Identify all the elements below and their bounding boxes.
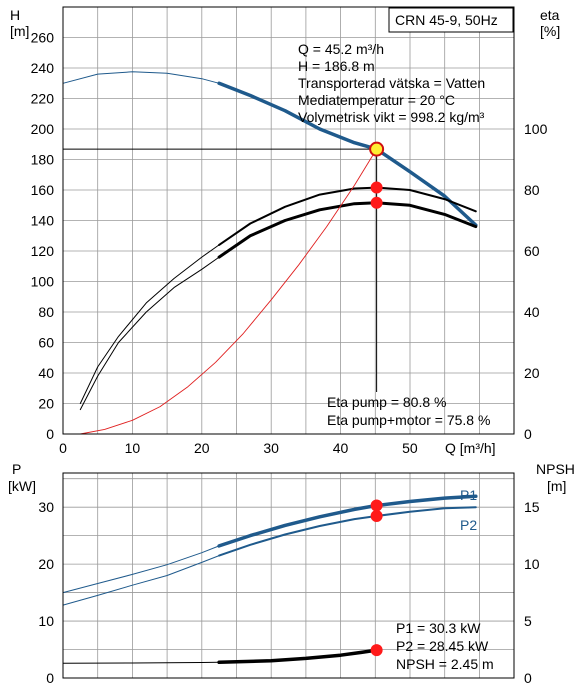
- head-tick-label: 140: [31, 213, 55, 229]
- npsh-axis-label: NPSH: [536, 461, 575, 477]
- title-box: [388, 7, 514, 33]
- head-axis-label: H: [10, 7, 20, 23]
- power-axis-unit: [kW]: [8, 478, 36, 494]
- curve-eta-pump-thin: [79, 244, 220, 404]
- eta-axis-unit: [%]: [540, 23, 560, 39]
- info-density: Volymetrisk vikt = 998.2 kg/m³: [298, 109, 485, 125]
- x-tick-label: 30: [263, 440, 279, 456]
- curve-P1-thin: [62, 545, 220, 594]
- p2-marker: [370, 509, 383, 522]
- power-tick-label: 10: [38, 613, 54, 629]
- head-tick-label: 160: [31, 182, 55, 198]
- head-tick-label: 180: [31, 152, 55, 168]
- curve-NPSH-thin: [62, 661, 220, 664]
- eta-pump-label: Eta pump = 80.8 %: [327, 394, 446, 410]
- power-axis-label: P: [12, 461, 21, 477]
- eta-total-label: Eta pump+motor = 75.8 %: [327, 412, 490, 428]
- x-tick-label: 10: [125, 440, 141, 456]
- head-efficiency-chart: 0204060801001201401601802002202402600204…: [10, 6, 560, 457]
- bottom-markers: [370, 499, 383, 657]
- p2-series-label: P2: [460, 517, 477, 533]
- curve-P2-thick: [218, 506, 477, 557]
- eta-tick-label: 100: [524, 121, 548, 137]
- curve-NPSH-thick: [217, 648, 379, 665]
- x-tick-label: 0: [59, 440, 67, 456]
- curve-eta-pump-thick: [218, 186, 477, 246]
- head-tick-label: 240: [31, 60, 55, 76]
- duty-point-marker: [369, 141, 385, 157]
- head-tick-label: 60: [38, 335, 54, 351]
- curve-system-curve: [79, 148, 378, 435]
- eta-axis-label: eta: [540, 7, 560, 23]
- top-markers: [369, 141, 385, 209]
- head-tick-label: 100: [31, 274, 55, 290]
- info-temperature: Mediatemperatur = 20 °C: [298, 92, 455, 108]
- p1-series-label: P1: [460, 487, 477, 503]
- x-tick-label: 20: [194, 440, 210, 456]
- power-tick-label: 0: [46, 670, 54, 686]
- x-tick-label: 40: [333, 440, 349, 456]
- top-tick-labels: 0204060801001201401601802002202402600204…: [31, 30, 548, 457]
- eta-tick-label: 60: [524, 243, 540, 259]
- head-tick-label: 200: [31, 121, 55, 137]
- head-tick-label: 220: [31, 91, 55, 107]
- head-tick-label: 80: [38, 304, 54, 320]
- head-tick-label: 120: [31, 243, 55, 259]
- npsh-tick-label: 10: [524, 556, 540, 572]
- curve-P1-thick: [217, 494, 478, 548]
- curve-eta-total-thin: [79, 256, 220, 411]
- power-tick-label: 30: [38, 499, 54, 515]
- head-tick-label: 40: [38, 365, 54, 381]
- eta-tick-label: 40: [524, 304, 540, 320]
- info-flow: Q = 45.2 m³/h: [298, 41, 384, 57]
- power-npsh-chart: 0 10 20 30 0 5 10 15 P [kW] NPSH [m] P1 P2 P1 =…: [8, 461, 575, 686]
- eta-tick-label: 80: [524, 182, 540, 198]
- info-liquid: Transporterad vätska = Vatten: [298, 75, 485, 91]
- eta-tick-label: 0: [524, 426, 532, 442]
- p1-marker: [370, 499, 383, 512]
- x-tick-label: 50: [402, 440, 418, 456]
- info-p1: P1 = 30.3 kW: [396, 620, 481, 636]
- top-curves: [62, 71, 478, 435]
- npsh-tick-label: 5: [524, 613, 532, 629]
- npsh-tick-label: 0: [524, 670, 532, 686]
- npsh-marker: [370, 644, 383, 657]
- bottom-curves: [62, 494, 478, 665]
- eta-pump-marker: [370, 181, 383, 194]
- head-axis-unit: [m]: [10, 23, 29, 39]
- top-plot-frame: [62, 6, 515, 435]
- eta-tick-label: 20: [524, 365, 540, 381]
- curve-H-thick: [217, 81, 478, 227]
- head-tick-label: 0: [46, 426, 54, 442]
- curve-P2-thin: [62, 555, 220, 606]
- info-npsh: NPSH = 2.45 m: [396, 656, 494, 672]
- npsh-axis-unit: [m]: [547, 478, 566, 494]
- head-tick-label: 260: [31, 30, 55, 46]
- curve-H-thin: [62, 71, 220, 84]
- bottom-tick-labels: 0 10 20 30 0 5 10 15: [38, 499, 539, 686]
- head-tick-label: 20: [38, 396, 54, 412]
- curve-eta-total-thick: [217, 201, 478, 259]
- eta-total-marker: [370, 196, 383, 209]
- power-tick-label: 20: [38, 556, 54, 572]
- chart-title: CRN 45-9, 50Hz: [395, 12, 498, 28]
- bottom-plot-frame: [62, 472, 515, 679]
- x-axis-label: Q [m³/h]: [445, 440, 496, 456]
- npsh-tick-label: 15: [524, 499, 540, 515]
- info-head: H = 186.8 m: [298, 58, 375, 74]
- info-p2: P2 = 28.45 kW: [396, 638, 489, 654]
